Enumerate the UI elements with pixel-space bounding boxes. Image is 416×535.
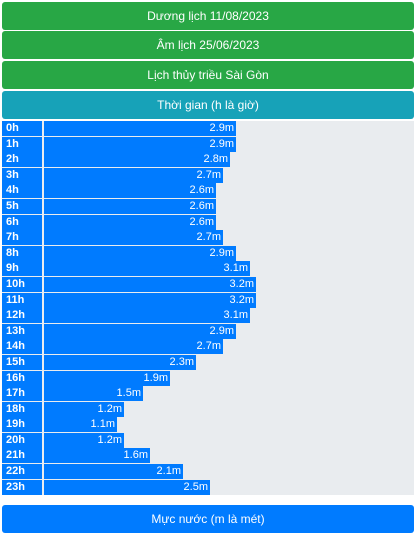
tide-bar: 3.1m bbox=[44, 261, 250, 277]
tide-bar: 2.1m bbox=[44, 464, 183, 480]
tide-bar: 2.9m bbox=[44, 245, 236, 261]
hour-label: 1h bbox=[2, 136, 42, 152]
hour-label: 3h bbox=[2, 167, 42, 183]
solar-date-header: Dương lịch 11/08/2023 bbox=[2, 2, 414, 30]
tide-bar: 3.2m bbox=[44, 276, 256, 292]
hour-label: 8h bbox=[2, 245, 42, 261]
tide-bar: 1.1m bbox=[44, 417, 117, 433]
tide-bar: 2.7m bbox=[44, 230, 223, 246]
tide-row: 1h 2.9m bbox=[2, 136, 414, 153]
tide-row: 10h 3.2m bbox=[2, 276, 414, 293]
hour-label: 20h bbox=[2, 432, 42, 448]
tide-row: 15h 2.3m bbox=[2, 354, 414, 371]
tide-bar: 2.9m bbox=[44, 323, 236, 339]
hour-label: 17h bbox=[2, 386, 42, 402]
hour-label: 12h bbox=[2, 308, 42, 324]
time-axis-header: Thời gian (h là giờ) bbox=[2, 91, 414, 119]
hour-label: 23h bbox=[2, 479, 42, 495]
tide-row: 21h 1.6m bbox=[2, 448, 414, 465]
hour-label: 13h bbox=[2, 323, 42, 339]
tide-row: 23h 2.5m bbox=[2, 479, 414, 496]
hour-label: 2h bbox=[2, 152, 42, 168]
tide-row: 7h 2.7m bbox=[2, 230, 414, 246]
hour-label: 9h bbox=[2, 261, 42, 277]
hour-label: 11h bbox=[2, 292, 42, 308]
tide-row: 8h 2.9m bbox=[2, 245, 414, 262]
tide-bar: 3.2m bbox=[44, 292, 256, 308]
hour-label: 0h bbox=[2, 121, 42, 136]
tide-row: 4h 2.6m bbox=[2, 183, 414, 199]
tide-row: 5h 2.6m bbox=[2, 198, 414, 215]
hour-label: 6h bbox=[2, 214, 42, 230]
tide-bar: 3.1m bbox=[44, 308, 250, 324]
tide-bar: 1.9m bbox=[44, 370, 170, 386]
tide-bar: 2.7m bbox=[44, 339, 223, 355]
tide-row: 14h 2.7m bbox=[2, 339, 414, 355]
tide-row: 18h 1.2m bbox=[2, 401, 414, 418]
tide-bar: 2.6m bbox=[44, 198, 216, 214]
tide-bar: 1.2m bbox=[44, 401, 124, 417]
tide-row: 0h 2.9m bbox=[2, 121, 414, 137]
tide-bar: 2.3m bbox=[44, 354, 196, 370]
hour-label: 10h bbox=[2, 276, 42, 292]
tide-bar: 2.6m bbox=[44, 214, 216, 230]
water-level-footer: Mực nước (m là mét) bbox=[2, 505, 414, 533]
tide-row: 2h 2.8m bbox=[2, 152, 414, 168]
tide-row: 22h 2.1m bbox=[2, 464, 414, 480]
tide-bar: 2.9m bbox=[44, 136, 236, 152]
tide-bar: 2.9m bbox=[44, 121, 236, 136]
tide-row: 9h 3.1m bbox=[2, 261, 414, 277]
tide-row: 20h 1.2m bbox=[2, 432, 414, 449]
tide-bar: 1.6m bbox=[44, 448, 150, 464]
tide-bar: 2.8m bbox=[44, 152, 230, 168]
hour-label: 21h bbox=[2, 448, 42, 464]
tide-row: 16h 1.9m bbox=[2, 370, 414, 387]
tide-row: 13h 2.9m bbox=[2, 323, 414, 340]
hour-label: 18h bbox=[2, 401, 42, 417]
lunar-date-header: Âm lịch 25/06/2023 bbox=[2, 31, 414, 59]
tide-chart: 0h 2.9m 1h 2.9m 2h 2.8m 3h 2.7m 4h 2.6m 5h 2.6m 6h 2.… bbox=[2, 121, 414, 496]
tide-bar: 1.2m bbox=[44, 432, 124, 448]
hour-label: 5h bbox=[2, 198, 42, 214]
tide-row: 11h 3.2m bbox=[2, 292, 414, 309]
tide-row: 3h 2.7m bbox=[2, 167, 414, 184]
hour-label: 22h bbox=[2, 464, 42, 480]
tide-row: 12h 3.1m bbox=[2, 308, 414, 324]
tide-bar: 2.7m bbox=[44, 167, 223, 183]
tide-row: 17h 1.5m bbox=[2, 386, 414, 402]
tide-bar: 2.5m bbox=[44, 479, 210, 495]
tide-row: 19h 1.1m bbox=[2, 417, 414, 433]
tide-row: 6h 2.6m bbox=[2, 214, 414, 231]
hour-label: 14h bbox=[2, 339, 42, 355]
hour-label: 16h bbox=[2, 370, 42, 386]
tide-title-header: Lịch thủy triều Sài Gòn bbox=[2, 61, 414, 89]
hour-label: 7h bbox=[2, 230, 42, 246]
hour-label: 15h bbox=[2, 354, 42, 370]
hour-label: 4h bbox=[2, 183, 42, 199]
hour-label: 19h bbox=[2, 417, 42, 433]
tide-bar: 1.5m bbox=[44, 386, 143, 402]
tide-bar: 2.6m bbox=[44, 183, 216, 199]
